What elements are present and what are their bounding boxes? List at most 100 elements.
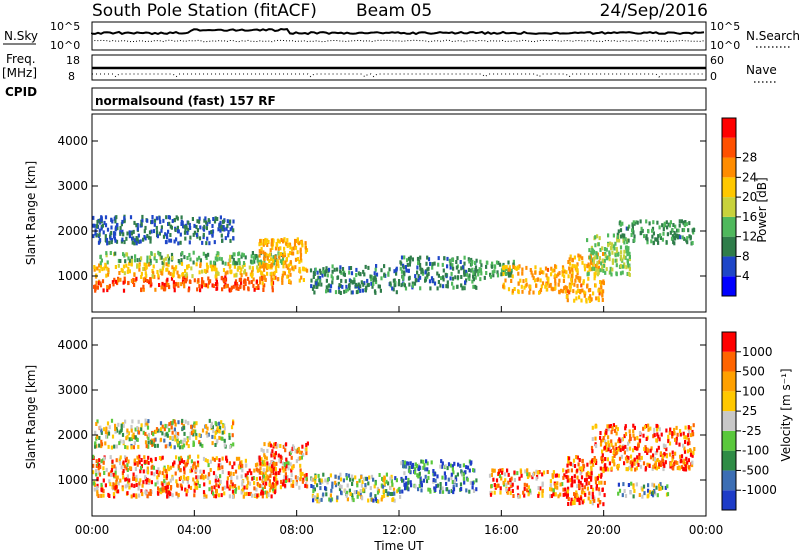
scatter-cell — [275, 477, 278, 482]
scatter-cell — [274, 475, 277, 480]
scatter-cell — [585, 299, 588, 304]
scatter-cell — [360, 280, 363, 285]
scatter-cell — [436, 483, 440, 488]
scatter-cell — [133, 476, 136, 481]
scatter-cell — [94, 284, 97, 289]
scatter-cell — [300, 275, 303, 280]
scatter-cell — [334, 480, 337, 485]
scatter-cell — [570, 468, 573, 473]
scatter-cell — [455, 265, 458, 270]
scatter-cell — [233, 273, 236, 278]
scatter-cell — [627, 249, 630, 254]
scatter-cell — [661, 454, 664, 459]
scatter-cell — [169, 478, 172, 483]
scatter-cell — [189, 257, 192, 262]
scatter-cell — [212, 491, 215, 496]
scatter-cell — [593, 276, 596, 281]
scatter-cell — [334, 483, 338, 488]
scatter-cell — [330, 497, 334, 502]
scatter-cell — [186, 476, 189, 481]
scatter-cell — [188, 279, 191, 284]
xaxis-label: Time UT — [373, 539, 424, 553]
scatter-cell — [630, 481, 633, 486]
scatter-cell — [322, 472, 325, 477]
scatter-cell — [261, 478, 264, 483]
scatter-cell — [223, 491, 226, 496]
scatter-cell — [328, 283, 331, 288]
scatter-cell — [467, 268, 471, 272]
scatter-cell — [350, 271, 354, 276]
scatter-cell — [179, 475, 182, 480]
scatter-cell — [453, 461, 456, 466]
scatter-cell — [228, 461, 231, 466]
scatter-cell — [383, 475, 386, 480]
scatter-cell — [594, 480, 598, 485]
scatter-cell — [299, 256, 302, 261]
scatter-cell — [607, 440, 610, 445]
scatter-cell — [321, 273, 324, 278]
scatter-cell — [669, 427, 672, 432]
scatter-cell — [581, 288, 584, 293]
scatter-cell — [565, 474, 568, 479]
scatter-cell — [619, 448, 622, 453]
scatter-cell — [92, 481, 95, 486]
scatter-cell — [186, 256, 189, 260]
scatter-cell — [604, 270, 607, 275]
scatter-cell — [268, 482, 271, 487]
scatter-cell — [485, 271, 488, 275]
scatter-cell — [613, 448, 616, 453]
scatter-cell — [178, 274, 181, 279]
scatter-cell — [104, 441, 107, 446]
scatter-cell — [114, 251, 117, 256]
scatter-cell — [529, 287, 532, 291]
colorbar-segment — [722, 411, 736, 431]
scatter-cell — [158, 456, 162, 460]
scatter-cell — [146, 218, 149, 223]
scatter-cell — [662, 227, 665, 232]
scatter-cell — [115, 444, 118, 449]
scatter-cell — [638, 452, 641, 457]
scatter-cell — [160, 255, 163, 260]
scatter-cell — [587, 496, 590, 501]
scatter-cell — [288, 269, 291, 274]
scatter-cell — [161, 260, 164, 265]
scatter-cell — [182, 281, 185, 286]
scatter-cell — [318, 268, 322, 273]
scatter-cell — [576, 288, 580, 293]
scatter-cell — [157, 250, 160, 255]
scatter-cell — [605, 446, 608, 451]
scatter-cell — [604, 432, 607, 437]
scatter-cell — [177, 274, 180, 279]
scatter-cell — [466, 477, 469, 482]
scatter-cell — [141, 214, 144, 219]
scatter-cell — [149, 236, 152, 241]
scatter-cell — [626, 259, 629, 264]
scatter-cell — [615, 246, 618, 251]
scatter-cell — [290, 483, 293, 488]
scatter-cell — [680, 219, 683, 224]
scatter-cell — [611, 242, 614, 247]
scatter-cell — [140, 458, 143, 462]
scatter-cell — [186, 265, 189, 270]
scatter-cell — [218, 256, 221, 261]
scatter-cell — [306, 484, 309, 489]
scatter-cell — [628, 272, 631, 277]
scatter-cell — [627, 246, 630, 251]
scatter-cell — [325, 266, 328, 271]
scatter-cell — [541, 281, 545, 286]
scatter-cell — [594, 263, 597, 268]
scatter-cell — [516, 485, 519, 490]
scatter-cell — [474, 265, 478, 270]
scatter-cell — [110, 468, 114, 473]
scatter-cell — [291, 266, 294, 271]
scatter-cell — [528, 488, 532, 493]
scatter-cell — [146, 234, 149, 238]
scatter-cell — [127, 256, 130, 261]
scatter-cell — [260, 459, 263, 464]
scatter-cell — [140, 275, 143, 279]
scatter-cell — [357, 286, 360, 291]
scatter-cell — [250, 254, 253, 259]
scatter-cell — [662, 462, 665, 467]
scatter-cell — [592, 249, 596, 254]
scatter-cell — [130, 483, 133, 488]
